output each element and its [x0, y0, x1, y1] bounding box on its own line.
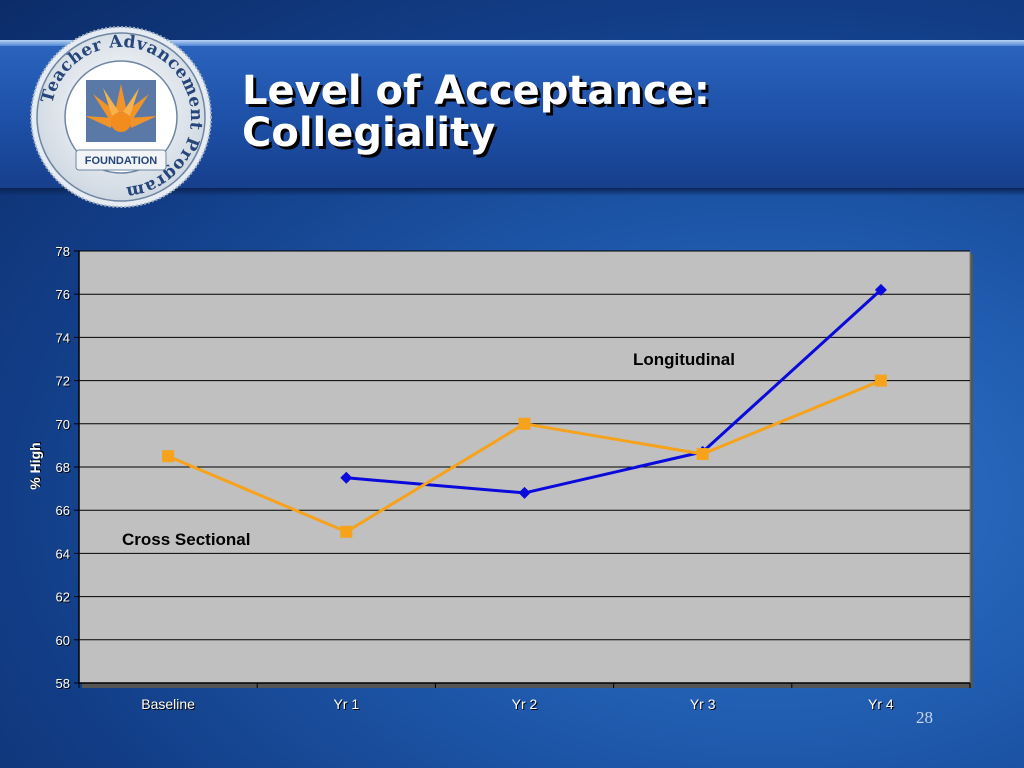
- y-axis-label: % High: [27, 442, 43, 489]
- x-tick-label: Yr 2: [512, 696, 538, 712]
- data-point-cross-sectional: [340, 525, 353, 538]
- title-band-shadow: [0, 188, 1024, 196]
- x-tick-label: Baseline: [141, 696, 195, 712]
- y-tick-label: 72: [56, 374, 70, 389]
- y-tick-label: 74: [56, 330, 70, 345]
- series-line-longitudinal: [346, 288, 882, 495]
- title-band-top-line: [0, 40, 1024, 46]
- series-label-cross-sectional: Cross Sectional: [122, 530, 251, 549]
- data-point-cross-sectional: [518, 417, 531, 430]
- data-point-cross-sectional: [696, 448, 709, 461]
- data-point-longitudinal: [874, 283, 887, 296]
- y-tick-label: 66: [56, 503, 70, 518]
- x-tick-label: Yr 1: [333, 696, 359, 712]
- data-point-longitudinal: [518, 486, 531, 499]
- data-point-cross-sectional: [874, 374, 887, 387]
- grid-lines: [79, 250, 970, 641]
- y-tick-label: 62: [56, 590, 70, 605]
- slide-title-line-2: Collegiality: [242, 110, 496, 156]
- y-tick-label: 68: [56, 460, 70, 475]
- y-tick-label: 58: [56, 676, 70, 691]
- series-label-longitudinal: Longitudinal: [633, 350, 735, 369]
- y-tick-label: 78: [56, 244, 70, 259]
- y-axis: 58 60 62 64 66 68 70 72 74 76 78: [56, 244, 80, 691]
- logo-foundation-text: FOUNDATION: [85, 155, 158, 167]
- page-number: 28: [916, 708, 933, 727]
- y-tick-label: 60: [56, 633, 70, 648]
- y-tick-label: 76: [56, 287, 70, 302]
- data-point-cross-sectional: [162, 450, 175, 463]
- y-tick-label: 64: [56, 546, 70, 561]
- x-tick-label: Yr 3: [690, 696, 716, 712]
- y-tick-label: 70: [56, 417, 70, 432]
- slide-title: Level of Acceptance: Collegiality: [242, 70, 710, 154]
- tap-foundation-logo: Teacher Advancement Program FOUNDATION: [30, 26, 212, 208]
- x-axis: Baseline Yr 1 Yr 2 Yr 3 Yr 4: [78, 682, 971, 712]
- data-point-longitudinal: [340, 471, 353, 484]
- series-markers: [162, 283, 887, 538]
- x-tick-label: Yr 4: [868, 696, 894, 712]
- slide-title-line-1: Level of Acceptance:: [242, 68, 710, 114]
